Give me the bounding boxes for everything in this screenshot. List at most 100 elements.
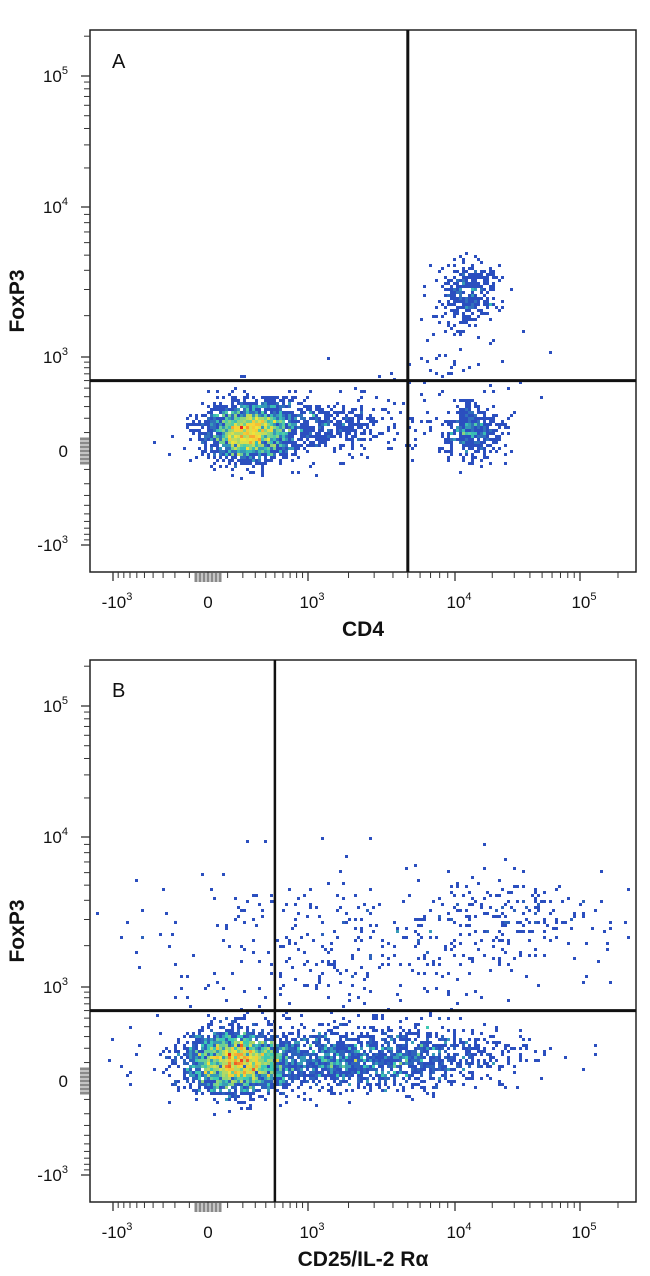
panel-b-event-dot (420, 918, 423, 921)
panel-b-event-dot (345, 921, 348, 924)
panel-a-event-dot (471, 423, 474, 426)
panel-a-event-dot (264, 456, 267, 459)
panel-a-x-tick-label: 0 (203, 593, 212, 612)
panel-b-event-dot (228, 1059, 231, 1062)
panel-b-event-dot (462, 1047, 465, 1050)
panel-b-event-dot (180, 1056, 183, 1059)
panel-a-event-dot (462, 276, 465, 279)
panel-b-event-dot (291, 1077, 294, 1080)
panel-a-event-dot (222, 435, 225, 438)
panel-b-event-dot (447, 870, 450, 873)
panel-b-event-dot (210, 1056, 213, 1059)
panel-b-event-dot (426, 1053, 429, 1056)
panel-a-event-dot (315, 444, 318, 447)
panel-a-event-dot (279, 462, 282, 465)
panel-a-event-dot (258, 411, 261, 414)
panel-b-event-dot (363, 1077, 366, 1080)
panel-b-event-dot (261, 1044, 264, 1047)
panel-b-event-dot (441, 1038, 444, 1041)
panel-b-event-dot (342, 1050, 345, 1053)
panel-b-event-dot (210, 1050, 213, 1053)
panel-a-event-dot (459, 453, 462, 456)
panel-b-event-dot (195, 1077, 198, 1080)
panel-b-event-dot (489, 1065, 492, 1068)
panel-b-event-dot (438, 897, 441, 900)
panel-b-event-dot (234, 1032, 237, 1035)
panel-a-event-dot (471, 456, 474, 459)
panel-a-event-dot (336, 429, 339, 432)
panel-a-event-dot (207, 429, 210, 432)
panel-b-event-dot (399, 1047, 402, 1050)
panel-b-event-dot (447, 993, 450, 996)
panel-b-event-dot (444, 1065, 447, 1068)
panel-b-event-dot (288, 1017, 291, 1020)
panel-a-event-dot (474, 426, 477, 429)
panel-a-event-dot (288, 399, 291, 402)
panel-b-event-dot (255, 1080, 258, 1083)
panel-b-y-tick-label: 0 (59, 1072, 68, 1091)
panel-a-event-dot (474, 405, 477, 408)
panel-b-event-dot (258, 1041, 261, 1044)
panel-b-event-dot (405, 1071, 408, 1074)
panel-a-event-dot (438, 354, 441, 357)
panel-b-event-dot (297, 1053, 300, 1056)
panel-b-event-dot (243, 1017, 246, 1020)
panel-a-event-dot (501, 360, 504, 363)
panel-b-event-dot (357, 1077, 360, 1080)
panel-b-event-dot (207, 1026, 210, 1029)
panel-a-event-dot (288, 417, 291, 420)
panel-b-event-dot (507, 942, 510, 945)
panel-b-event-dot (420, 1050, 423, 1053)
panel-a-event-dot (213, 444, 216, 447)
panel-a-event-dot (243, 405, 246, 408)
panel-b-y-ticks (80, 665, 90, 1176)
panel-b-event-dot (474, 930, 477, 933)
panel-a-event-dot (306, 405, 309, 408)
panel-a-event-dot (444, 276, 447, 279)
panel-b-event-dot (525, 1059, 528, 1062)
panel-b-event-dot (243, 948, 246, 951)
panel-b-event-dot (423, 1068, 426, 1071)
panel-a-event-dot (303, 447, 306, 450)
panel-b-event-dot (318, 981, 321, 984)
panel-a-event-dot (459, 435, 462, 438)
panel-b-event-dot (411, 1032, 414, 1035)
panel-b-event-dot (462, 1056, 465, 1059)
panel-a-event-dot (192, 420, 195, 423)
panel-b-event-dot (318, 1065, 321, 1068)
panel-b-event-dot (435, 1044, 438, 1047)
panel-b-event-dot (297, 1047, 300, 1050)
panel-b-event-dot (204, 1050, 207, 1053)
panel-a-event-dot (270, 396, 273, 399)
panel-b-event-dot (336, 1083, 339, 1086)
panel-a-event-dot (456, 282, 459, 285)
panel-b-event-dot (237, 1032, 240, 1035)
panel-b-event-dot (345, 1068, 348, 1071)
panel-b-event-dot (327, 1023, 330, 1026)
panel-b-event-dot (198, 1071, 201, 1074)
panel-a-event-dot (234, 411, 237, 414)
panel-a-event-dot (450, 327, 453, 330)
panel-b-event-dot (411, 1059, 414, 1062)
panel-a-event-dot (336, 420, 339, 423)
panel-a-event-dot (285, 405, 288, 408)
panel-a-event-dot (246, 435, 249, 438)
panel-a-event-dot (288, 432, 291, 435)
panel-a-event-dot (273, 447, 276, 450)
panel-b-event-dot (501, 921, 504, 924)
panel-a-event-dot (351, 417, 354, 420)
panel-a-event-dot (456, 297, 459, 300)
panel-b-event-dot (450, 948, 453, 951)
panel-b-event-dot (549, 900, 552, 903)
panel-a-event-dot (441, 390, 444, 393)
panel-a-event-dot (276, 402, 279, 405)
panel-b-event-dot (471, 1032, 474, 1035)
panel-b-event-dot (342, 921, 345, 924)
panel-a-event-dot (234, 396, 237, 399)
panel-b-event-dot (213, 1092, 216, 1095)
panel-b-event-dot (453, 1047, 456, 1050)
panel-b-event-dot (225, 1050, 228, 1053)
panel-b-event-dot (351, 1068, 354, 1071)
panel-a-event-dot (411, 459, 414, 462)
panel-b-event-dot (414, 1056, 417, 1059)
